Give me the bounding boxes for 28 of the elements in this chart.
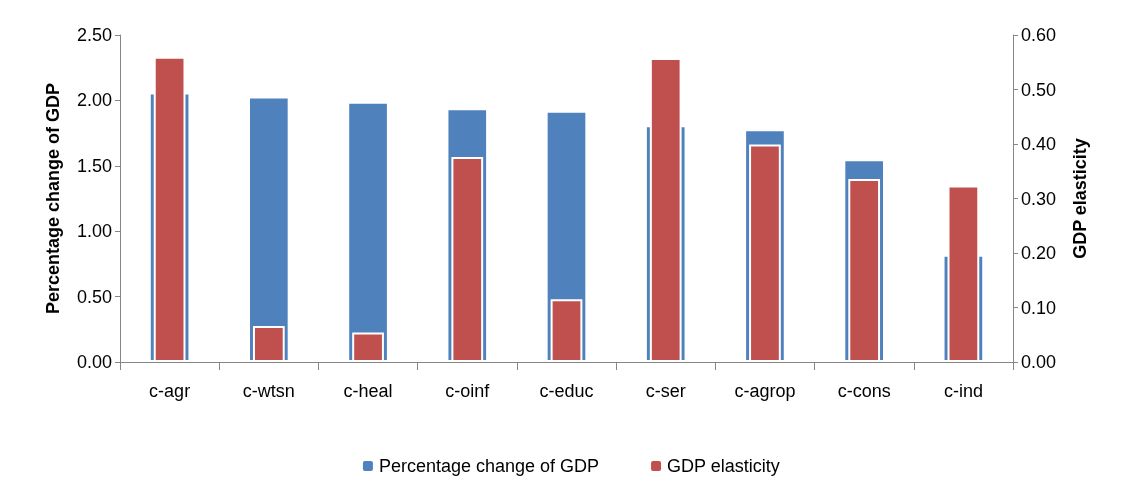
- y2-tick-label: 0.60: [1021, 25, 1057, 45]
- x-tick-label: c-ind: [943, 381, 983, 401]
- y-tick-label: 0.50: [76, 286, 112, 307]
- x-tick-label: c-agrop: [734, 381, 796, 401]
- y-axis-title: Percentage change of GDP: [43, 82, 63, 315]
- y2-axis-title: GDP elasticity: [1070, 138, 1090, 259]
- y2-tick-label: 0.20: [1021, 243, 1057, 263]
- legend-label: GDP elasticity: [667, 456, 780, 476]
- legend-label: Percentage change of GDP: [378, 456, 600, 476]
- y2-tick-label: 0.40: [1021, 134, 1057, 154]
- x-tick-label: c-agr: [149, 381, 191, 401]
- y-tick-label: 2.00: [76, 90, 112, 111]
- y2-tick-label: 0.50: [1021, 79, 1057, 100]
- y-tick-label: 2.50: [76, 25, 112, 45]
- y2-tick-label: 0.00: [1021, 352, 1057, 372]
- y-tick-label: 0.00: [76, 352, 112, 372]
- x-tick-label: c-wtsn: [242, 381, 295, 401]
- x-tick-label: c-cons: [837, 381, 891, 401]
- x-tick-label: c-educ: [539, 381, 594, 401]
- y-tick-label: 1.00: [76, 221, 112, 242]
- bar: [248, 96, 290, 362]
- y2-tick-label: 0.30: [1021, 188, 1057, 209]
- x-tick-label: c-oinf: [445, 381, 491, 401]
- bar: [347, 101, 389, 362]
- x-tick-label: c-heal: [343, 381, 393, 401]
- x-tick-label: c-ser: [645, 381, 686, 401]
- y2-tick-label: 0.10: [1021, 297, 1057, 318]
- y-tick-label: 1.50: [76, 155, 112, 176]
